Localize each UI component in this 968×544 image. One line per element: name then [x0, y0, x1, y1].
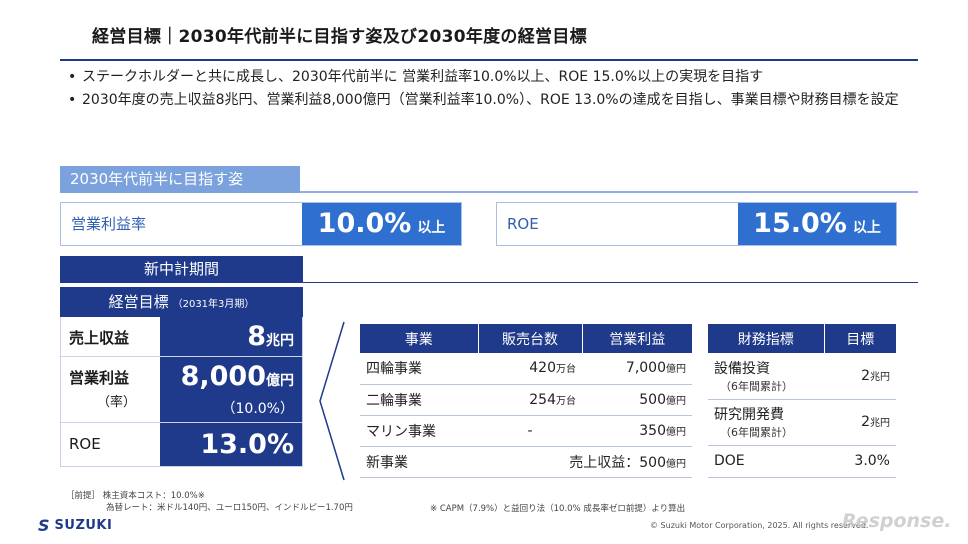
logo-text: SUZUKI — [54, 518, 113, 533]
notes-prefix: ［前提］ — [66, 491, 101, 501]
goal-row-roe: ROE 13.0% — [60, 423, 303, 467]
goal-value: 8,000億円 （10.0%） — [160, 357, 302, 422]
midterm-section: 新中計期間 — [60, 256, 918, 283]
capm-footnote: ※ CAPM（7.9%）と益回り法（10.0% 成長率ゼロ前提）より算出 — [430, 504, 686, 514]
table-row: マリン事業 - 350億円 — [360, 415, 692, 447]
table-header-row: 事業 販売台数 営業利益 — [360, 324, 692, 353]
note-fx-rate: 為替レート：米ドル140円、ユーロ150円、インドルピー1.70円 — [106, 503, 353, 513]
goal-label: 売上収益 — [69, 329, 130, 347]
suzuki-logo: S SUZUKI — [38, 516, 112, 535]
goal-value: 13.0% — [160, 423, 302, 466]
kpi-label: ROE — [507, 215, 539, 233]
goal-value: 8兆円 — [160, 317, 302, 356]
business-name: マリン事業 — [360, 415, 478, 447]
column-header: 財務指標 — [708, 324, 824, 353]
copyright: © Suzuki Motor Corporation, 2025. All ri… — [650, 521, 869, 530]
kpi-operating-margin: 営業利益率 10.0% 以上 — [60, 202, 462, 246]
metric-value: 3.0% — [824, 445, 896, 478]
table-row: 四輪事業 420万台 7,000億円 — [360, 353, 692, 385]
goal-row-operating-profit: 営業利益 （率） 8,000億円 （10.0%） — [60, 357, 303, 423]
table-row: DOE 3.0% — [708, 445, 896, 478]
management-goals: 経営目標 （2031年3月期） 売上収益 8兆円 営業利益 （率） 8,000億円… — [60, 287, 303, 467]
business-name: 四輪事業 — [360, 353, 478, 385]
kpi-value: 10.0% 以上 — [302, 203, 461, 245]
business-name: 二輪事業 — [360, 384, 478, 416]
summary-bullets: ステークホルダーと共に成長し、2030年代前半に 営業利益率10.0%以上、RO… — [66, 68, 916, 114]
units-cell: 420万台 — [478, 353, 582, 385]
profit-cell: 500億円 — [582, 384, 692, 416]
midterm-heading: 新中計期間 — [60, 256, 303, 283]
new-business-revenue: 売上収益：500億円 — [478, 446, 692, 478]
bullet-item: ステークホルダーと共に成長し、2030年代前半に 営業利益率10.0%以上、RO… — [66, 68, 916, 87]
bullet-item: 2030年度の売上収益8兆円、営業利益8,000億円（営業利益率10.0%）、R… — [66, 91, 916, 110]
column-header: 目標 — [823, 324, 896, 353]
note-capital-cost: 株主資本コスト：10.0%※ — [102, 491, 205, 501]
table-row: 二輪事業 254万台 500億円 — [360, 384, 692, 416]
column-header: 事業 — [360, 324, 478, 353]
page-title: 経営目標｜2030年代前半に目指す姿及び2030年度の経営目標 — [92, 27, 587, 47]
goal-label: ROE — [69, 435, 101, 453]
profit-cell: 7,000億円 — [582, 353, 692, 385]
finance-table: 財務指標 目標 設備投資 （6年間累計） 2兆円 研究開発費 （6年間累計） 2兆円… — [708, 324, 896, 478]
table-header-row: 財務指標 目標 — [708, 324, 896, 353]
table-row: 研究開発費 （6年間累計） 2兆円 — [708, 399, 896, 446]
business-name: 新事業 — [360, 446, 478, 478]
assumption-notes: ［前提］ 株主資本コスト：10.0%※ 為替レート：米ドル140円、ユーロ150… — [66, 490, 353, 514]
metric-name: 研究開発費 （6年間累計） — [708, 399, 824, 446]
goal-sublabel: （率） — [97, 395, 137, 410]
goals-heading: 経営目標 （2031年3月期） — [60, 287, 303, 317]
metric-value: 2兆円 — [824, 399, 896, 446]
column-header: 販売台数 — [477, 324, 582, 353]
goal-label: 営業利益 — [69, 369, 130, 387]
metric-value: 2兆円 — [824, 353, 896, 400]
units-cell: 254万台 — [478, 384, 582, 416]
units-cell: - — [478, 415, 582, 447]
vision-section: 2030年代前半に目指す姿 — [60, 166, 918, 193]
kpi-label: 営業利益率 — [71, 215, 147, 233]
kpi-value: 15.0% 以上 — [738, 203, 896, 245]
response-watermark: Response. — [842, 510, 952, 532]
title-divider — [60, 59, 918, 61]
kpi-roe: ROE 15.0% 以上 — [496, 202, 897, 246]
column-header: 営業利益 — [581, 324, 692, 353]
metric-name: DOE — [708, 445, 824, 478]
chevron-right-icon — [319, 321, 345, 481]
profit-cell: 350億円 — [582, 415, 692, 447]
metric-name: 設備投資 （6年間累計） — [708, 353, 824, 400]
suzuki-s-icon: S — [38, 516, 50, 535]
vision-heading: 2030年代前半に目指す姿 — [60, 166, 300, 193]
table-row: 設備投資 （6年間累計） 2兆円 — [708, 353, 896, 400]
business-table: 事業 販売台数 営業利益 四輪事業 420万台 7,000億円 二輪事業 254… — [360, 324, 692, 478]
table-row: 新事業 売上収益：500億円 — [360, 446, 692, 478]
goal-row-revenue: 売上収益 8兆円 — [60, 317, 303, 357]
